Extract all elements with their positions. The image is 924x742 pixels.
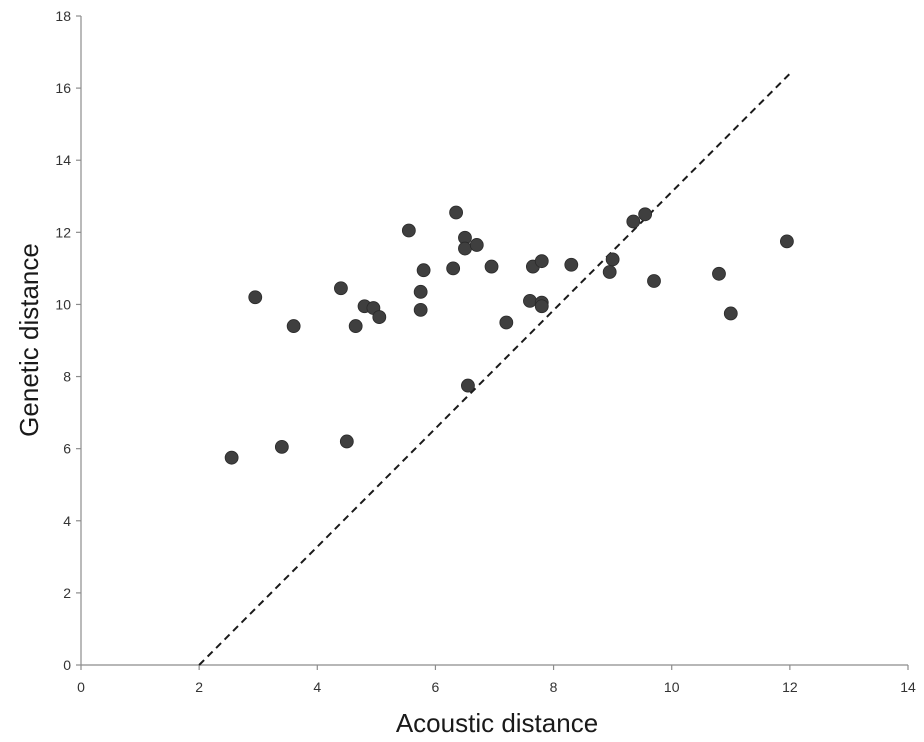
data-point: [413, 302, 428, 317]
data-point: [334, 281, 348, 296]
data-point: [274, 439, 289, 454]
y-tick-label: 4: [63, 513, 71, 529]
x-tick-label: 2: [195, 679, 203, 695]
y-tick-label: 16: [55, 80, 71, 96]
data-point: [224, 450, 239, 465]
data-point: [446, 261, 461, 276]
data-point: [626, 214, 641, 229]
data-point: [401, 223, 416, 238]
data-point: [469, 238, 484, 252]
x-tick-label: 12: [782, 679, 798, 695]
data-point: [647, 274, 661, 288]
x-axis: 0 2 4 6 8 10 12 14: [77, 664, 916, 695]
data-point: [286, 319, 301, 333]
data-point: [523, 293, 537, 308]
x-tick-label: 0: [77, 679, 85, 695]
y-tick-label: 10: [55, 296, 71, 312]
x-tick-label: 8: [550, 679, 558, 695]
x-tick-label: 14: [900, 679, 916, 695]
data-point: [413, 284, 428, 299]
y-tick-label: 12: [55, 224, 71, 240]
data-point: [712, 266, 726, 281]
dashed-trendline: [198, 72, 791, 666]
trendline-group: [198, 72, 791, 666]
data-point: [449, 205, 464, 220]
y-tick-label: 2: [63, 585, 71, 601]
x-tick-label: 10: [664, 679, 680, 695]
data-point: [484, 259, 499, 274]
data-point: [372, 310, 387, 324]
data-point: [461, 378, 475, 393]
data-point: [416, 263, 431, 278]
data-point: [339, 434, 354, 449]
data-point: [564, 257, 579, 272]
x-tick-label: 4: [313, 679, 321, 695]
data-point: [638, 207, 653, 222]
y-tick-label: 0: [63, 657, 71, 673]
y-tick-label: 6: [63, 441, 71, 457]
y-axis: 0 2 4 6 8 10 12 14 16 18: [55, 8, 82, 673]
data-point: [534, 254, 549, 269]
y-tick-label: 8: [63, 369, 71, 385]
x-tick-label: 6: [432, 679, 440, 695]
data-point: [534, 299, 549, 314]
data-point: [723, 306, 738, 321]
data-point: [780, 234, 794, 249]
x-axis-title: Acoustic distance: [396, 708, 598, 738]
data-point: [458, 241, 472, 256]
data-points: [224, 205, 794, 465]
y-tick-label: 14: [55, 152, 71, 168]
data-point: [499, 315, 514, 330]
data-point: [602, 265, 617, 279]
y-tick-label: 18: [55, 8, 71, 24]
y-axis-title: Genetic distance: [14, 243, 44, 437]
data-point: [605, 252, 620, 267]
data-point: [348, 319, 363, 333]
data-point: [248, 290, 263, 305]
